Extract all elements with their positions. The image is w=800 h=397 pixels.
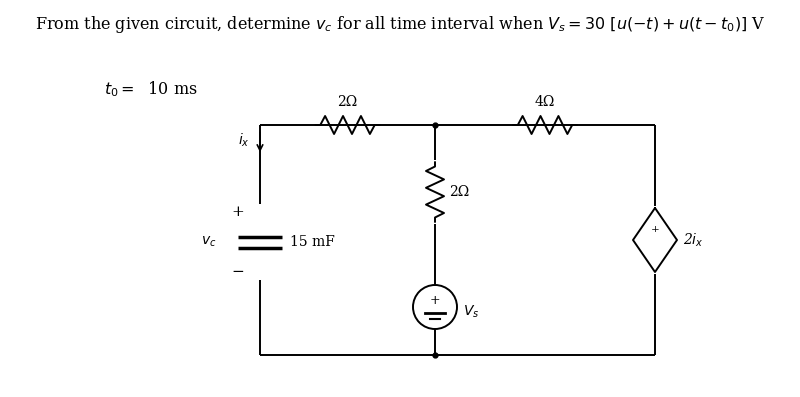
- Text: $V_s$: $V_s$: [463, 304, 479, 320]
- Text: $t_0 =\ $ 10 ms: $t_0 =\ $ 10 ms: [104, 79, 198, 99]
- Text: 4Ω: 4Ω: [535, 95, 555, 109]
- Text: +: +: [650, 225, 659, 235]
- Text: 2Ω: 2Ω: [338, 95, 358, 109]
- Text: 15 mF: 15 mF: [290, 235, 335, 249]
- Text: $i_x$: $i_x$: [238, 132, 250, 149]
- Text: 2$i_x$: 2$i_x$: [683, 231, 704, 249]
- Text: $v_c$: $v_c$: [201, 235, 216, 249]
- Text: From the given circuit, determine $v_c$ for all time interval when $V_s = 30\ [u: From the given circuit, determine $v_c$ …: [34, 14, 766, 35]
- Text: +: +: [232, 205, 244, 219]
- Text: −: −: [232, 265, 244, 279]
- Text: 2Ω: 2Ω: [449, 185, 470, 199]
- Text: +: +: [430, 295, 440, 308]
